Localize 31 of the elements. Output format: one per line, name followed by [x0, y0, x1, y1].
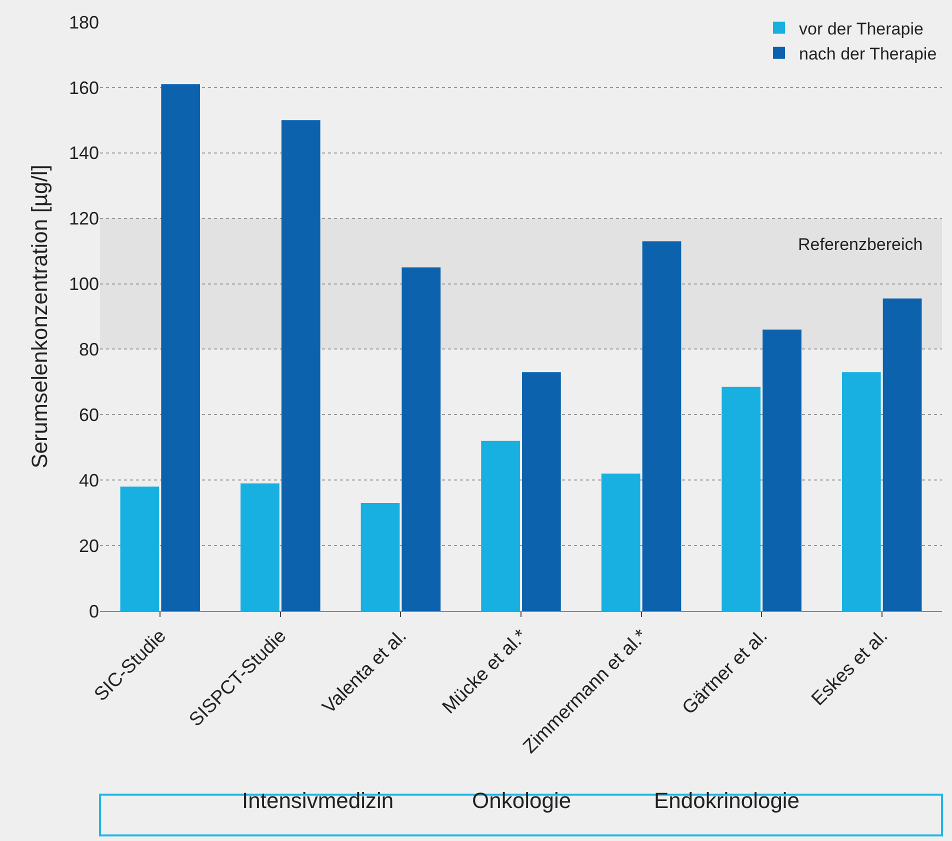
y-tick-label: 60 [78, 404, 99, 425]
y-tick-label: 140 [68, 143, 99, 164]
bar [642, 241, 682, 611]
bar [842, 372, 881, 611]
y-tick-label: 160 [68, 78, 99, 98]
y-tick-label: 40 [78, 470, 99, 490]
y-tick-label: 180 [68, 12, 99, 32]
y-tick-label: 100 [68, 274, 99, 294]
bar [481, 440, 520, 611]
text: Endokrinologie [654, 788, 800, 813]
y-tick-label: 20 [78, 536, 99, 556]
bar [161, 84, 200, 611]
text: Intensivmedizin [242, 788, 394, 813]
bar [120, 486, 160, 611]
y-tick-label: 80 [78, 340, 99, 360]
y-tick-label: 120 [68, 208, 99, 229]
legend-label: nach der Therapie [799, 44, 937, 64]
y-axis-title: Serumselenkonzentration [µg/l] [26, 164, 52, 468]
bar [601, 474, 640, 611]
bar [360, 503, 400, 611]
bar [281, 120, 320, 611]
bar [762, 330, 802, 611]
y-tick-label: 0 [88, 601, 99, 622]
bar [722, 386, 761, 611]
legend-label: vor der Therapie [799, 19, 924, 38]
bar [240, 483, 280, 611]
band-label: Referenzbereich [798, 235, 923, 254]
bar [882, 298, 922, 611]
bar [522, 372, 561, 611]
text: Onkologie [472, 788, 572, 813]
bar [402, 267, 441, 611]
